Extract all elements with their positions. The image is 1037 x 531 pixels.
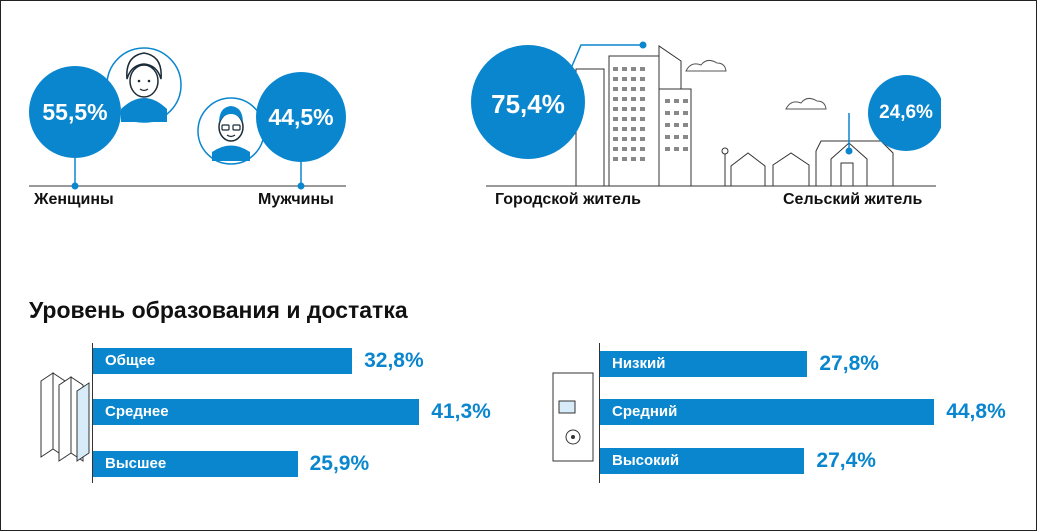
education-bar-3: Высшее — [93, 451, 298, 477]
male-percent: 44,5% — [268, 104, 334, 130]
income-bar-1: Низкий — [600, 351, 808, 377]
city-buildings-icon — [575, 45, 692, 187]
income-bar-label: Средний — [612, 403, 678, 420]
female-label: Женщины — [34, 191, 114, 208]
income-value-label: 27,4% — [816, 449, 876, 472]
income-bar-3: Высокий — [600, 448, 805, 474]
residence-graphic — [471, 41, 941, 187]
urban-percent: 75,4% — [491, 89, 565, 119]
safe-icon — [552, 372, 594, 462]
education-axis — [92, 343, 93, 483]
education-value-label: 32,8% — [364, 349, 424, 372]
urban-label: Городской житель — [495, 191, 641, 208]
education-bar-2: Среднее — [93, 399, 420, 425]
woman-avatar-icon — [106, 47, 182, 123]
books-icon — [40, 372, 90, 462]
education-value-label: 41,3% — [431, 400, 491, 423]
education-bar-label: Среднее — [105, 403, 169, 420]
income-axis — [599, 343, 600, 483]
income-bar-label: Низкий — [612, 355, 666, 372]
education-value-label: 25,9% — [309, 452, 370, 475]
income-value-label: 44,8% — [946, 400, 1006, 423]
rural-label: Сельский житель — [783, 191, 923, 208]
income-value-label: 27,8% — [819, 352, 879, 375]
rural-percent: 24,6% — [879, 102, 933, 123]
education-bar-1: Общее — [93, 348, 353, 374]
gender-graphic — [29, 47, 346, 190]
section-title: Уровень образования и достатка — [29, 297, 408, 323]
education-bar-label: Общее — [105, 352, 156, 369]
education-bar-label: Высшее — [105, 455, 167, 472]
rural-houses-icon — [721, 140, 894, 187]
male-label: Мужчины — [258, 191, 334, 208]
income-bar-2: Средний — [600, 399, 935, 425]
income-bar-label: Высокий — [612, 452, 680, 469]
man-avatar-icon — [197, 97, 265, 165]
female-percent: 55,5% — [42, 99, 108, 125]
